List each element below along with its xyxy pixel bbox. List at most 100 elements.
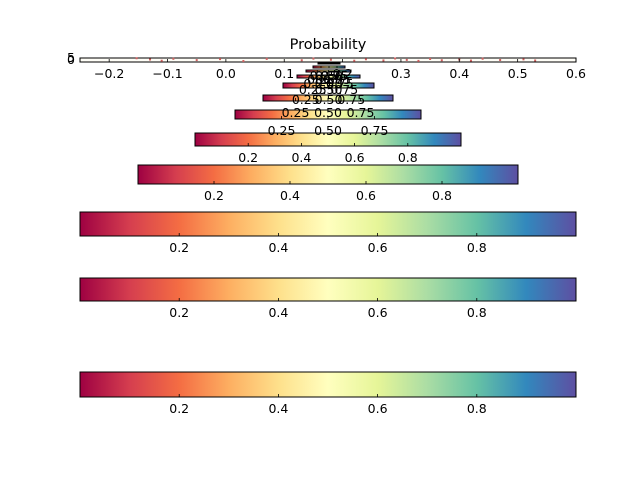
scatter-point	[353, 59, 356, 62]
scatter-point	[382, 59, 385, 62]
scatter-point	[265, 57, 268, 60]
x-tick-label: −0.1	[152, 66, 182, 81]
colorbar-tick-label: 0.2	[169, 401, 189, 416]
colorbar-tick-label: 0.75	[337, 92, 365, 107]
colorbar-gradient-bar	[79, 211, 577, 237]
scatter-axes-frame	[79, 57, 577, 63]
colorbar: 0.250.500.75	[303, 69, 354, 91]
colorbar-tick-label: 0.8	[398, 150, 418, 165]
colorbar-tick-label: 0.75	[323, 72, 351, 87]
x-tick-label: 0.0	[216, 66, 236, 81]
scatter-point	[300, 59, 303, 62]
scatter-point	[417, 59, 420, 62]
colorbar-tick-label: 0.50	[314, 123, 342, 138]
colorbar-tick-label: 0.8	[467, 240, 487, 255]
colorbar-tick-label: 0.6	[368, 401, 388, 416]
colorbar-gradient-bar	[79, 277, 577, 302]
colorbar-tick-label: 0.4	[291, 150, 311, 165]
colorbar-tick-label: 0.25	[299, 82, 327, 97]
colorbar-tick-label: 0.2	[238, 150, 258, 165]
scatter-point	[149, 58, 152, 61]
colorbar: 0.250.500.75	[307, 65, 351, 87]
x-tick-label: 0.1	[274, 66, 294, 81]
colorbar: 0.2 0.4 0.6 0.8	[194, 132, 462, 165]
colorbar-tick-label: 0.25	[303, 76, 331, 91]
colorbar-tick-label: 0.25	[292, 92, 320, 107]
colorbar-tick-label: 0.75	[347, 105, 375, 120]
scatter-point	[242, 60, 245, 63]
colorbar-tick-label: 0.2	[169, 240, 189, 255]
scatter-point	[522, 58, 525, 61]
scatter-point	[219, 58, 222, 61]
colorbar: 0.2 0.4 0.6 0.8	[137, 164, 519, 203]
x-tick-label: 0.2	[333, 66, 353, 81]
colorbar: 0.2 0.4 0.6 0.8	[79, 211, 577, 255]
colorbar-tick-label: 0.8	[467, 305, 487, 320]
colorbar-tick-label: 0.50	[314, 105, 342, 120]
x-tick-label: 0.4	[449, 66, 469, 81]
colorbar-tick-label: 0.50	[315, 68, 343, 83]
colorbar-tick-label: 0.6	[356, 188, 376, 203]
scatter-point	[172, 57, 175, 60]
colorbar-tick-label: 0.8	[432, 188, 452, 203]
colorbar-gradient-bar	[79, 371, 577, 398]
scatter-point	[364, 58, 367, 61]
colorbar-tick-label: 0.75	[330, 82, 358, 97]
colorbar-tick-label: 0.25	[310, 68, 338, 83]
scatter-axes: −0.2 −0.1 0.0 0.1 0.2 0.3 0.4 0.5 0.6 05 Probabi…	[67, 37, 586, 81]
colorbar-tick-label: 0.4	[280, 188, 300, 203]
scatter-point	[394, 57, 397, 60]
colorbar-tick-label: 0.6	[368, 240, 388, 255]
colorbar-tick-label: 0.50	[315, 76, 343, 91]
colorbar: 0.250.500.75	[296, 74, 361, 97]
x-tick-label: 0.5	[508, 66, 528, 81]
scatter-point	[534, 59, 537, 62]
colorbar-tick-label: 0.75	[326, 76, 354, 91]
colorbar-tick-label: 0.75	[361, 123, 389, 138]
scatter-point	[429, 57, 432, 60]
scatter-point	[195, 59, 198, 62]
scatter-points	[135, 57, 537, 63]
colorbar: 0.250.500.75	[310, 62, 349, 83]
colorbar: 0.2 0.4 0.6 0.8	[79, 371, 577, 416]
x-tick-group: −0.2 −0.1 0.0 0.1 0.2 0.3 0.4 0.5 0.6	[94, 59, 586, 81]
colorbar-tick-label: 0.50	[315, 92, 343, 107]
scatter-point	[160, 59, 163, 62]
x-tick-label: 0.6	[566, 66, 586, 81]
colorbar-tick-label: 0.25	[268, 123, 296, 138]
colorbar-tick-label: 0.4	[268, 401, 288, 416]
colorbar-tick-label: 0.50	[315, 72, 343, 87]
scatter-point	[440, 59, 443, 62]
colorbar-tick-label: 0.50	[315, 82, 343, 97]
scatter-point	[312, 57, 315, 60]
colorbar: 0.2 0.4 0.6 0.8	[79, 277, 577, 320]
x-tick-label: −0.2	[94, 66, 124, 81]
colorbar-gradient-bar	[194, 132, 462, 147]
colorbar-tick-label: 0.25	[307, 72, 335, 87]
y-tick-group: 05	[67, 50, 75, 67]
scatter-point	[329, 58, 332, 61]
colorbar-tick-label: 0.4	[268, 305, 288, 320]
scatter-point	[469, 59, 472, 62]
colorbar-tick-label: 0.6	[345, 150, 365, 165]
y-tick-label: 0	[67, 52, 75, 67]
scatter-point	[481, 57, 484, 60]
colorbar-tick-label: 0.6	[368, 305, 388, 320]
colorbar-tick-label: 0.4	[268, 240, 288, 255]
y-tick-label: 5	[67, 50, 75, 65]
x-tick-label: 0.3	[391, 66, 411, 81]
chart-title: Probability	[290, 37, 367, 53]
scatter-point	[499, 59, 502, 61]
scatter-point	[405, 58, 408, 61]
colorbar-gradient-bar	[137, 164, 519, 185]
colorbar-tick-label: 0.2	[169, 305, 189, 320]
colorbar-tick-label: 0.2	[204, 188, 224, 203]
colorbar: 0.250.500.75	[282, 82, 375, 107]
colorbar-group: 0.2 0.4 0.6 0.80.2 0.4 0.6 0.80.2 0.4 0.6 0.80.2 0…	[79, 62, 577, 416]
colorbar: 0.25 0.50 0.75	[234, 109, 422, 138]
colorbar-tick-label: 0.25	[282, 105, 310, 120]
scatter-point	[135, 57, 138, 60]
colorbar-tick-label: 0.75	[321, 68, 349, 83]
